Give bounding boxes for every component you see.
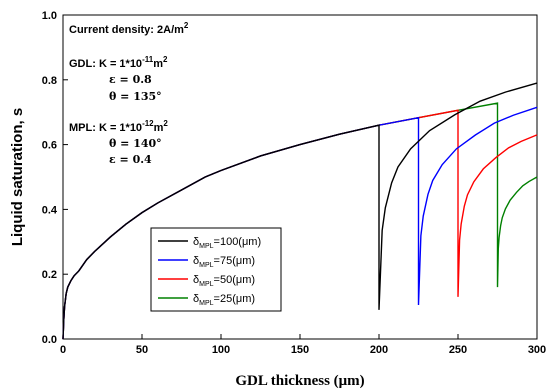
y-tick-label: 0.6 — [42, 140, 57, 152]
y-tick-label: 0.8 — [42, 75, 57, 87]
legend-label: δMPL=75(μm) — [193, 255, 255, 269]
x-tick-label: 100 — [212, 344, 230, 356]
legend-label: δMPL=50(μm) — [193, 274, 255, 288]
x-tick-label: 0 — [60, 344, 66, 356]
y-tick-label: 0.4 — [42, 204, 58, 216]
annotation-block: Current density: 2A/m2 GDL: K = 1*10-11m… — [69, 21, 189, 166]
x-axis: 0 50 100 150 200 250 300 — [60, 334, 546, 356]
y-tick-label: 0.2 — [42, 269, 57, 281]
annotation-gdl-contact-angle: θ = 135° — [109, 90, 162, 103]
series-layer — [62, 82, 538, 340]
annotation-gdl-porosity: ε = 0.8 — [109, 73, 152, 86]
annotation-current-density: Current density: 2A/m2 — [69, 21, 189, 36]
legend: δMPL=100(μm) δMPL=75(μm) δMPL=50(μm) δMPL=2… — [150, 227, 282, 312]
y-tick-label: 0.0 — [42, 334, 57, 346]
y-tick-label: 1.0 — [42, 10, 57, 22]
legend-label: δMPL=100(μm) — [193, 236, 261, 250]
x-tick-label: 50 — [136, 344, 148, 356]
legend-label: δMPL=25(μm) — [193, 293, 255, 307]
annotation-mpl-permeability: MPL: K = 1*10-12m2 — [69, 119, 168, 134]
annotation-gdl-permeability: GDL: K = 1*10-11m2 — [69, 55, 168, 70]
y-axis-title: Liquid saturation, s — [9, 108, 26, 246]
series-line-delta-100 — [62, 82, 538, 340]
annotation-mpl-contact-angle: θ = 140° — [109, 137, 162, 150]
annotation-mpl-porosity: ε = 0.4 — [109, 153, 152, 166]
annotation-current-density-sup: 2 — [184, 21, 189, 30]
x-axis-title: GDL thickness (μm) — [235, 373, 364, 389]
x-tick-label: 200 — [370, 344, 388, 356]
legend-box — [150, 227, 282, 312]
y-axis: 0.0 0.2 0.4 0.6 0.8 1.0 — [42, 10, 68, 346]
x-tick-label: 250 — [449, 344, 467, 356]
x-tick-label: 150 — [291, 344, 309, 356]
x-tick-label: 300 — [528, 344, 546, 356]
